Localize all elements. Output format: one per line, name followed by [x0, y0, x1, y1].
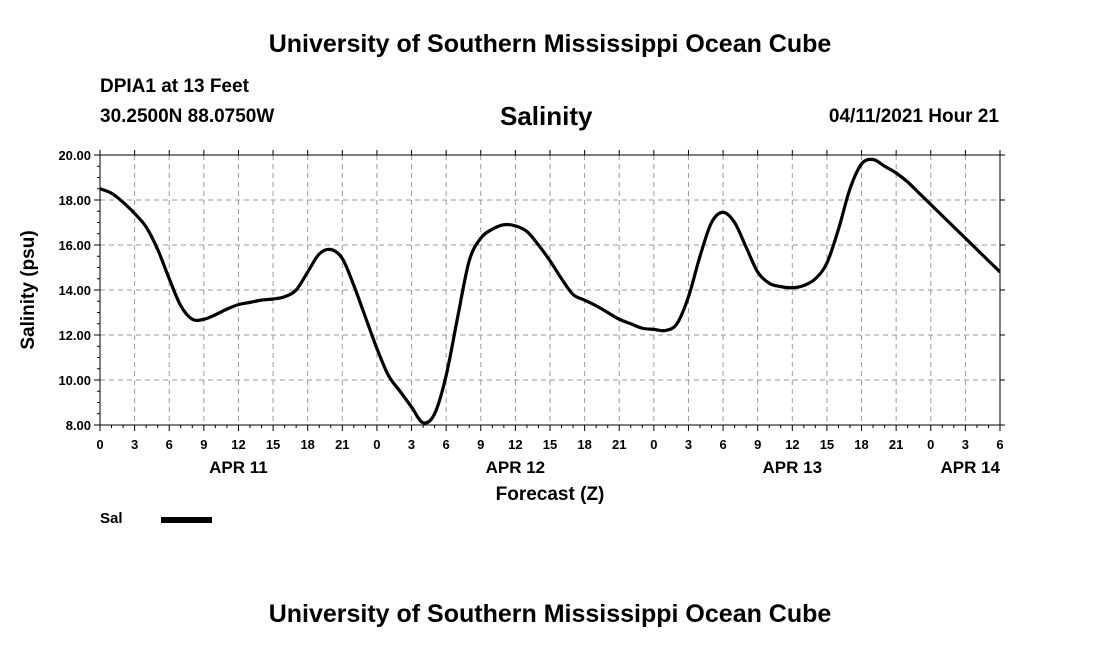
chart-header-title: University of Southern Mississippi Ocean… — [268, 30, 832, 58]
series-line-sal — [100, 157, 1000, 425]
x-tick-label: 9 — [477, 437, 484, 452]
x-tick-label: 9 — [754, 437, 761, 452]
legend-swatch — [161, 517, 212, 523]
x-day-label: APR 11 — [209, 458, 268, 477]
x-tick-label: 12 — [508, 437, 522, 452]
station-label: DPIA1 at 13 Feet — [100, 76, 249, 97]
x-tick-label: 6 — [443, 437, 450, 452]
station-coordinates: 30.2500N 88.0750W — [100, 106, 275, 127]
y-tick-label: 14.00 — [58, 283, 91, 298]
x-tick-label: 21 — [612, 437, 626, 452]
x-tick-label: 12 — [231, 437, 245, 452]
x-day-label: APR 12 — [486, 458, 546, 477]
x-tick-label: 9 — [200, 437, 207, 452]
x-axis-label: Forecast (Z) — [496, 484, 605, 505]
x-tick-label: 15 — [266, 437, 280, 452]
y-tick-label: 16.00 — [58, 238, 91, 253]
x-day-label: APR 13 — [763, 458, 823, 477]
parameter-title: Salinity — [500, 101, 593, 131]
x-tick-label: 0 — [927, 437, 934, 452]
forecast-datetime: 04/11/2021 Hour 21 — [828, 106, 999, 127]
x-tick-label: 3 — [962, 437, 969, 452]
x-tick-label: 15 — [820, 437, 834, 452]
y-tick-label: 20.00 — [58, 148, 91, 163]
x-tick-label: 18 — [854, 437, 868, 452]
x-tick-label: 0 — [373, 437, 380, 452]
y-tick-label: 12.00 — [58, 328, 91, 343]
x-day-label: APR 14 — [940, 458, 1000, 477]
x-tick-label: 15 — [543, 437, 557, 452]
x-tick-label: 3 — [685, 437, 692, 452]
x-tick-label: 18 — [577, 437, 591, 452]
x-tick-label: 3 — [131, 437, 138, 452]
plot-frame — [99, 154, 1001, 426]
y-tick-label: 8.00 — [66, 418, 91, 433]
y-tick-label: 18.00 — [58, 193, 91, 208]
x-tick-label: 18 — [300, 437, 314, 452]
x-tick-label: 0 — [96, 437, 103, 452]
y-tick-label: 10.00 — [58, 373, 91, 388]
x-tick-label: 6 — [166, 437, 173, 452]
x-tick-label: 21 — [335, 437, 349, 452]
chart-footer-title: University of Southern Mississippi Ocean… — [268, 600, 832, 628]
y-axis-label: Salinity (psu) — [18, 230, 39, 349]
x-tick-label: 6 — [719, 437, 726, 452]
legend-label: Sal — [100, 510, 123, 527]
x-tick-label: 6 — [996, 437, 1003, 452]
x-tick-label: 3 — [408, 437, 415, 452]
x-tick-label: 21 — [889, 437, 903, 452]
x-tick-label: 0 — [650, 437, 657, 452]
x-tick-label: 12 — [785, 437, 799, 452]
